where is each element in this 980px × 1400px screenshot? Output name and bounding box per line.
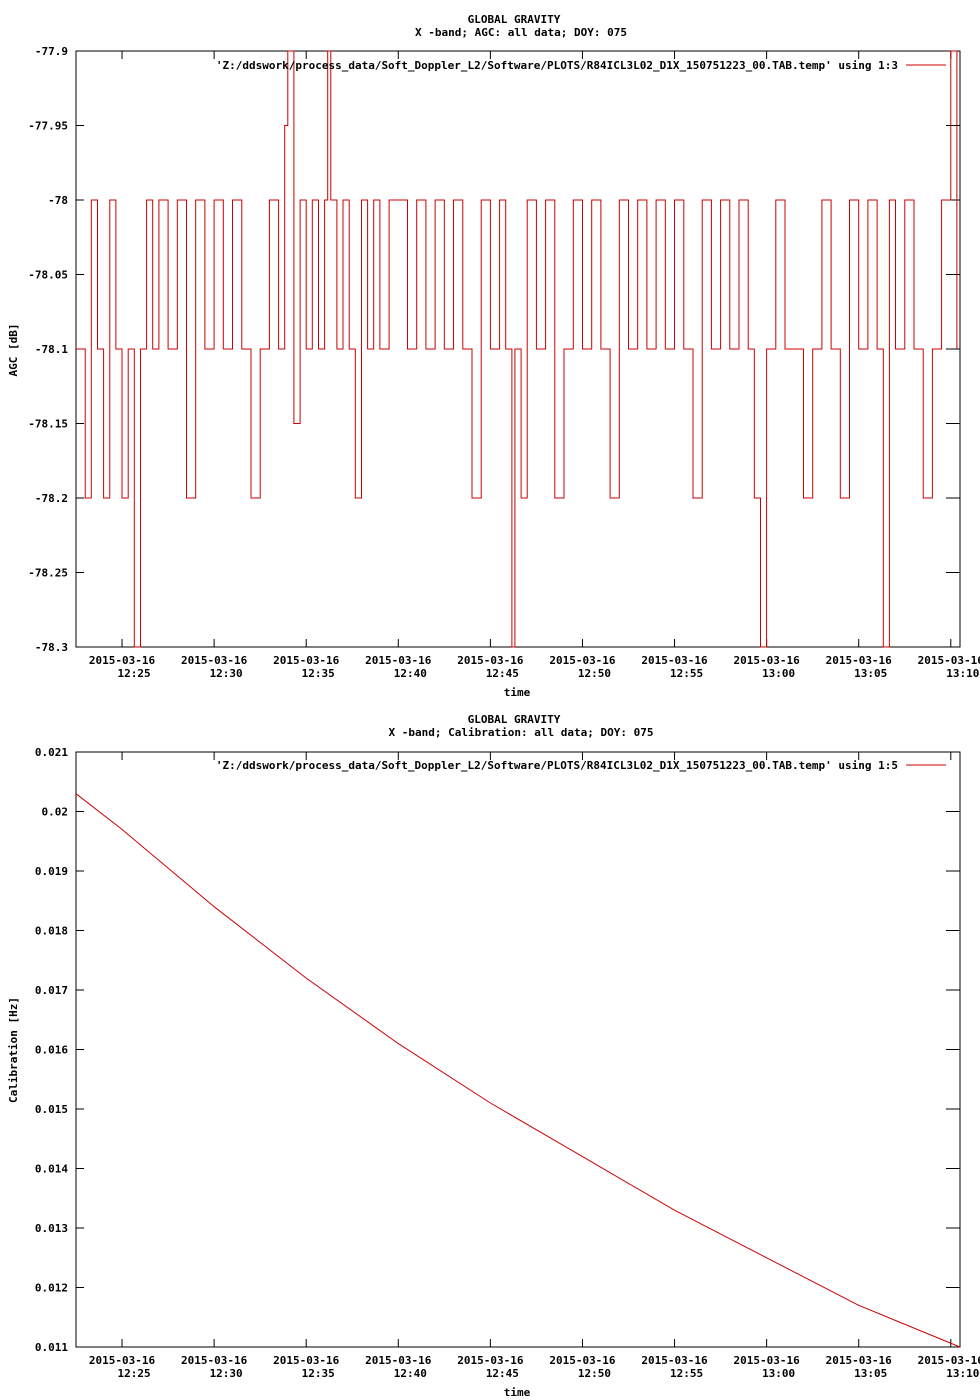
agc-x-tick-time: 12:55 xyxy=(670,667,703,680)
calibration-y-ticks: 0.021 0.02 0.019 0.018 0.017 0.016 0.015 0.014 0… xyxy=(35,746,960,1354)
calibration-y-axis-label: Calibration [Hz] xyxy=(7,997,20,1103)
calibration-x-tick-date: 2015-03-16 xyxy=(918,1354,980,1367)
agc-legend: 'Z:/ddswork/process_data/Soft_Doppler_L2… xyxy=(216,59,946,72)
calibration-x-tick-time: 12:25 xyxy=(117,1367,150,1380)
agc-x-tick-time: 12:30 xyxy=(210,667,243,680)
calibration-x-tick-time: 12:55 xyxy=(670,1367,703,1380)
calibration-legend: 'Z:/ddswork/process_data/Soft_Doppler_L2… xyxy=(216,759,946,772)
calibration-x-tick-time: 12:50 xyxy=(578,1367,611,1380)
calibration-x-tick-date: 2015-03-16 xyxy=(826,1354,893,1367)
calibration-y-tick-label: 0.012 xyxy=(35,1282,68,1295)
calibration-x-tick-date: 2015-03-16 xyxy=(457,1354,524,1367)
agc-y-tick-label: -78.1 xyxy=(35,343,68,356)
agc-x-tick-date: 2015-03-16 xyxy=(457,654,524,667)
agc-x-tick-date: 2015-03-16 xyxy=(826,654,893,667)
agc-x-tick-time: 12:35 xyxy=(302,667,335,680)
calibration-y-tick-label: 0.018 xyxy=(35,925,68,938)
calibration-y-tick-label: 0.019 xyxy=(35,865,68,878)
calibration-x-tick-time: 13:05 xyxy=(854,1367,887,1380)
calibration-x-tick-date: 2015-03-16 xyxy=(181,1354,248,1367)
agc-x-tick-time: 12:50 xyxy=(578,667,611,680)
calibration-x-tick-date: 2015-03-16 xyxy=(273,1354,340,1367)
agc-y-tick-label: -77.95 xyxy=(28,120,68,133)
agc-x-tick-time: 13:05 xyxy=(854,667,887,680)
calibration-chart-subtitle: X -band; Calibration: all data; DOY: 075 xyxy=(389,726,654,739)
agc-x-axis-label: time xyxy=(504,686,531,699)
agc-x-tick-date: 2015-03-16 xyxy=(641,654,708,667)
calibration-x-tick-date: 2015-03-16 xyxy=(549,1354,616,1367)
agc-y-axis-label: AGC [dB] xyxy=(7,324,20,377)
calibration-x-tick-date: 2015-03-16 xyxy=(734,1354,801,1367)
agc-x-tick-time: 13:10 xyxy=(946,667,979,680)
calibration-y-tick-label: 0.017 xyxy=(35,984,68,997)
calibration-plot-frame xyxy=(75,751,961,1348)
agc-y-tick-label: -77.9 xyxy=(35,45,68,58)
agc-x-tick-time: 12:25 xyxy=(117,667,150,680)
agc-y-tick-label: -78.3 xyxy=(35,641,68,654)
calibration-x-tick-time: 12:40 xyxy=(394,1367,427,1380)
agc-series-line xyxy=(76,50,958,648)
calibration-x-tick-date: 2015-03-16 xyxy=(641,1354,708,1367)
calibration-chart-panel: GLOBAL GRAVITY X -band; Calibration: all… xyxy=(7,713,980,1399)
agc-x-tick-date: 2015-03-16 xyxy=(89,654,156,667)
calibration-x-axis-label: time xyxy=(504,1386,531,1399)
agc-y-tick-label: -78 xyxy=(48,194,68,207)
agc-series-group xyxy=(76,50,958,648)
agc-chart-title: GLOBAL GRAVITY xyxy=(468,13,561,26)
agc-chart-panel: GLOBAL GRAVITY X -band; AGC: all data; D… xyxy=(7,13,980,699)
agc-x-tick-date: 2015-03-16 xyxy=(549,654,616,667)
agc-y-tick-label: -78.05 xyxy=(28,269,68,282)
calibration-y-tick-label: 0.011 xyxy=(35,1341,68,1354)
calibration-y-tick-label: 0.021 xyxy=(35,746,68,759)
agc-x-tick-time: 12:40 xyxy=(394,667,427,680)
calibration-x-tick-date: 2015-03-16 xyxy=(89,1354,156,1367)
agc-x-tick-date: 2015-03-16 xyxy=(365,654,432,667)
calibration-chart-title: GLOBAL GRAVITY xyxy=(468,713,561,726)
calibration-x-tick-time: 13:00 xyxy=(762,1367,795,1380)
calibration-x-tick-time: 13:10 xyxy=(946,1367,979,1380)
agc-x-tick-time: 13:00 xyxy=(762,667,795,680)
calibration-series-line xyxy=(75,793,961,1348)
agc-y-tick-label: -78.2 xyxy=(35,492,68,505)
calibration-y-tick-label: 0.02 xyxy=(42,806,69,819)
agc-y-tick-label: -78.25 xyxy=(28,567,68,580)
agc-y-tick-label: -78.15 xyxy=(28,418,68,431)
calibration-y-tick-label: 0.016 xyxy=(35,1044,68,1057)
agc-x-ticks: 2015-03-1612:252015-03-1612:302015-03-16… xyxy=(89,51,980,680)
calibration-legend-label: 'Z:/ddswork/process_data/Soft_Doppler_L2… xyxy=(216,759,898,772)
agc-x-tick-date: 2015-03-16 xyxy=(734,654,801,667)
agc-legend-label: 'Z:/ddswork/process_data/Soft_Doppler_L2… xyxy=(216,59,898,72)
calibration-series-group xyxy=(75,793,961,1348)
calibration-x-tick-time: 12:35 xyxy=(302,1367,335,1380)
calibration-y-tick-label: 0.015 xyxy=(35,1103,68,1116)
agc-y-ticks: -77.9 -77.95 -78 -78.05 -78.1 -78.15 -78.2 -78.… xyxy=(28,45,960,654)
calibration-y-tick-label: 0.013 xyxy=(35,1222,68,1235)
calibration-x-tick-time: 12:45 xyxy=(486,1367,519,1380)
agc-x-tick-date: 2015-03-16 xyxy=(918,654,980,667)
agc-x-tick-time: 12:45 xyxy=(486,667,519,680)
agc-chart-subtitle: X -band; AGC: all data; DOY: 075 xyxy=(415,26,627,39)
agc-x-tick-date: 2015-03-16 xyxy=(273,654,340,667)
calibration-x-tick-date: 2015-03-16 xyxy=(365,1354,432,1367)
calibration-x-tick-time: 12:30 xyxy=(210,1367,243,1380)
calibration-x-ticks: 2015-03-1612:252015-03-1612:302015-03-16… xyxy=(89,752,980,1380)
calibration-y-tick-label: 0.014 xyxy=(35,1163,68,1176)
agc-x-tick-date: 2015-03-16 xyxy=(181,654,248,667)
